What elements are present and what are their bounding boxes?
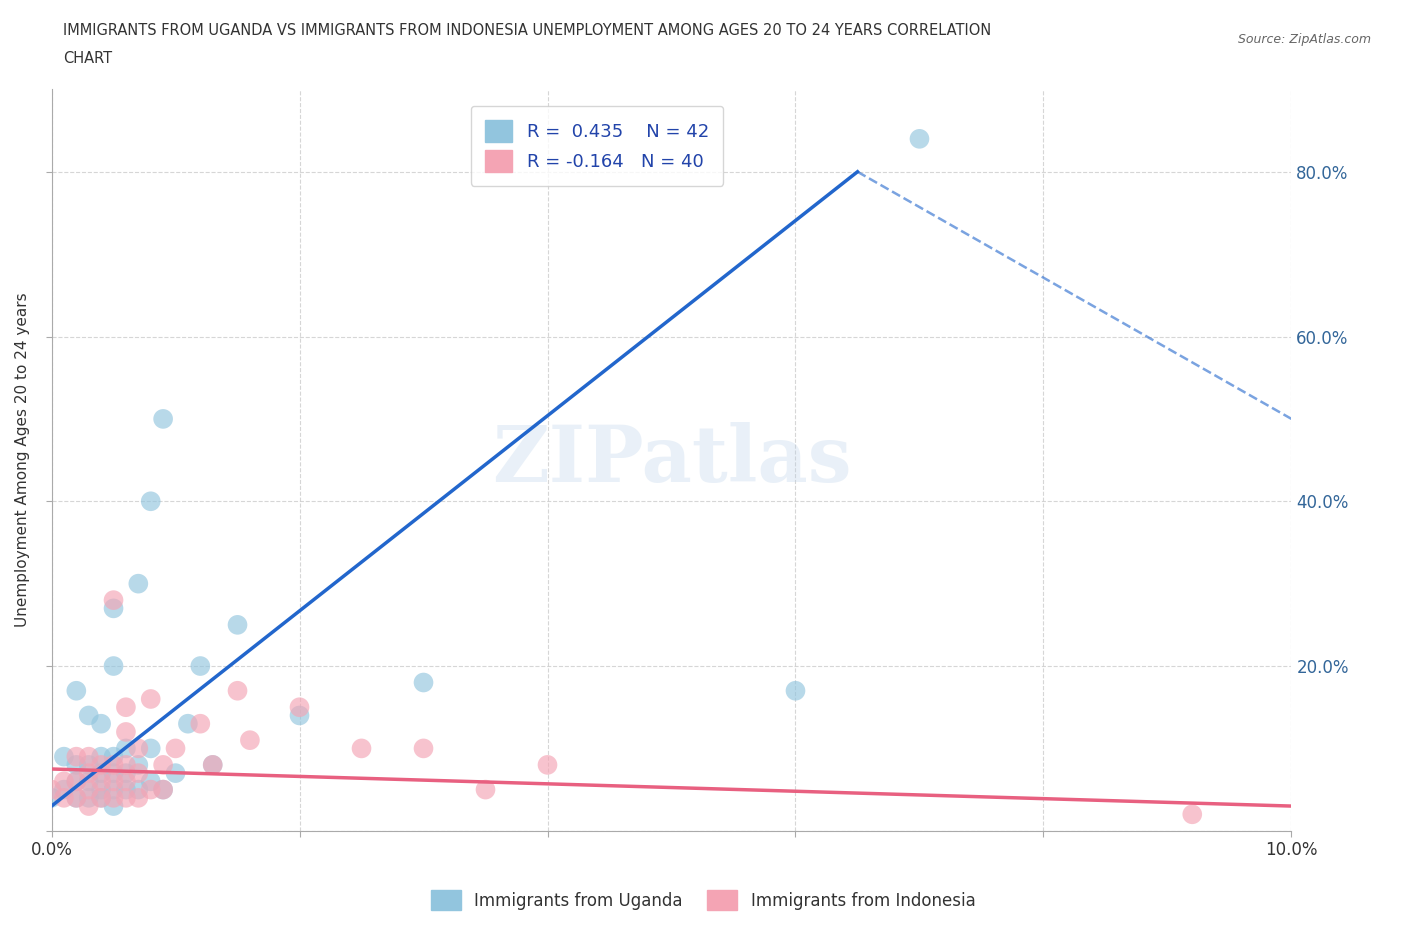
Point: [188, 658, 211, 673]
Point: [103, 765, 125, 780]
Point: [103, 658, 125, 673]
Point: [77, 765, 100, 780]
Point: [412, 675, 434, 690]
Point: [139, 494, 162, 509]
Point: [103, 774, 125, 789]
Point: [139, 741, 162, 756]
Point: [152, 782, 174, 797]
Point: [908, 131, 931, 146]
Point: [127, 741, 149, 756]
Point: [65, 790, 87, 805]
Point: [65, 774, 87, 789]
Point: [139, 692, 162, 707]
Text: CHART: CHART: [63, 51, 112, 66]
Point: [152, 411, 174, 426]
Point: [103, 750, 125, 764]
Point: [77, 799, 100, 814]
Point: [115, 741, 138, 756]
Point: [90, 765, 112, 780]
Point: [1181, 807, 1204, 822]
Point: [350, 741, 373, 756]
Point: [127, 577, 149, 591]
Point: [52, 750, 75, 764]
Point: [201, 757, 224, 772]
Y-axis label: Unemployment Among Ages 20 to 24 years: Unemployment Among Ages 20 to 24 years: [15, 293, 30, 628]
Point: [115, 790, 138, 805]
Point: [412, 741, 434, 756]
Point: [127, 790, 149, 805]
Point: [52, 782, 75, 797]
Point: [90, 790, 112, 805]
Point: [77, 708, 100, 723]
Text: Source: ZipAtlas.com: Source: ZipAtlas.com: [1237, 33, 1371, 46]
Point: [165, 765, 187, 780]
Point: [165, 741, 187, 756]
Point: [77, 750, 100, 764]
Point: [65, 684, 87, 698]
Point: [77, 790, 100, 805]
Point: [536, 757, 558, 772]
Point: [785, 684, 807, 698]
Point: [103, 782, 125, 797]
Point: [127, 782, 149, 797]
Point: [52, 774, 75, 789]
Point: [77, 782, 100, 797]
Point: [103, 601, 125, 616]
Point: [152, 757, 174, 772]
Point: [115, 724, 138, 739]
Point: [115, 757, 138, 772]
Point: [90, 790, 112, 805]
Point: [65, 790, 87, 805]
Point: [90, 716, 112, 731]
Point: [115, 765, 138, 780]
Point: [90, 774, 112, 789]
Point: [65, 757, 87, 772]
Point: [127, 757, 149, 772]
Point: [115, 774, 138, 789]
Point: [90, 750, 112, 764]
Legend: Immigrants from Uganda, Immigrants from Indonesia: Immigrants from Uganda, Immigrants from …: [423, 884, 983, 917]
Point: [41, 782, 63, 797]
Point: [103, 790, 125, 805]
Point: [288, 708, 311, 723]
Point: [177, 716, 200, 731]
Point: [90, 757, 112, 772]
Point: [139, 782, 162, 797]
Point: [226, 618, 249, 632]
Point: [65, 774, 87, 789]
Point: [41, 790, 63, 805]
Text: IMMIGRANTS FROM UGANDA VS IMMIGRANTS FROM INDONESIA UNEMPLOYMENT AMONG AGES 20 T: IMMIGRANTS FROM UGANDA VS IMMIGRANTS FRO…: [63, 23, 991, 38]
Point: [115, 782, 138, 797]
Point: [77, 774, 100, 789]
Point: [139, 774, 162, 789]
Text: ZIPatlas: ZIPatlas: [492, 422, 851, 498]
Point: [103, 799, 125, 814]
Point: [188, 716, 211, 731]
Point: [90, 782, 112, 797]
Point: [226, 684, 249, 698]
Point: [65, 750, 87, 764]
Point: [52, 790, 75, 805]
Point: [103, 592, 125, 607]
Point: [288, 699, 311, 714]
Point: [474, 782, 496, 797]
Legend: R =  0.435    N = 42, R = -0.164   N = 40: R = 0.435 N = 42, R = -0.164 N = 40: [471, 106, 724, 186]
Point: [77, 757, 100, 772]
Point: [239, 733, 262, 748]
Point: [115, 699, 138, 714]
Point: [127, 765, 149, 780]
Point: [103, 757, 125, 772]
Point: [152, 782, 174, 797]
Point: [201, 757, 224, 772]
